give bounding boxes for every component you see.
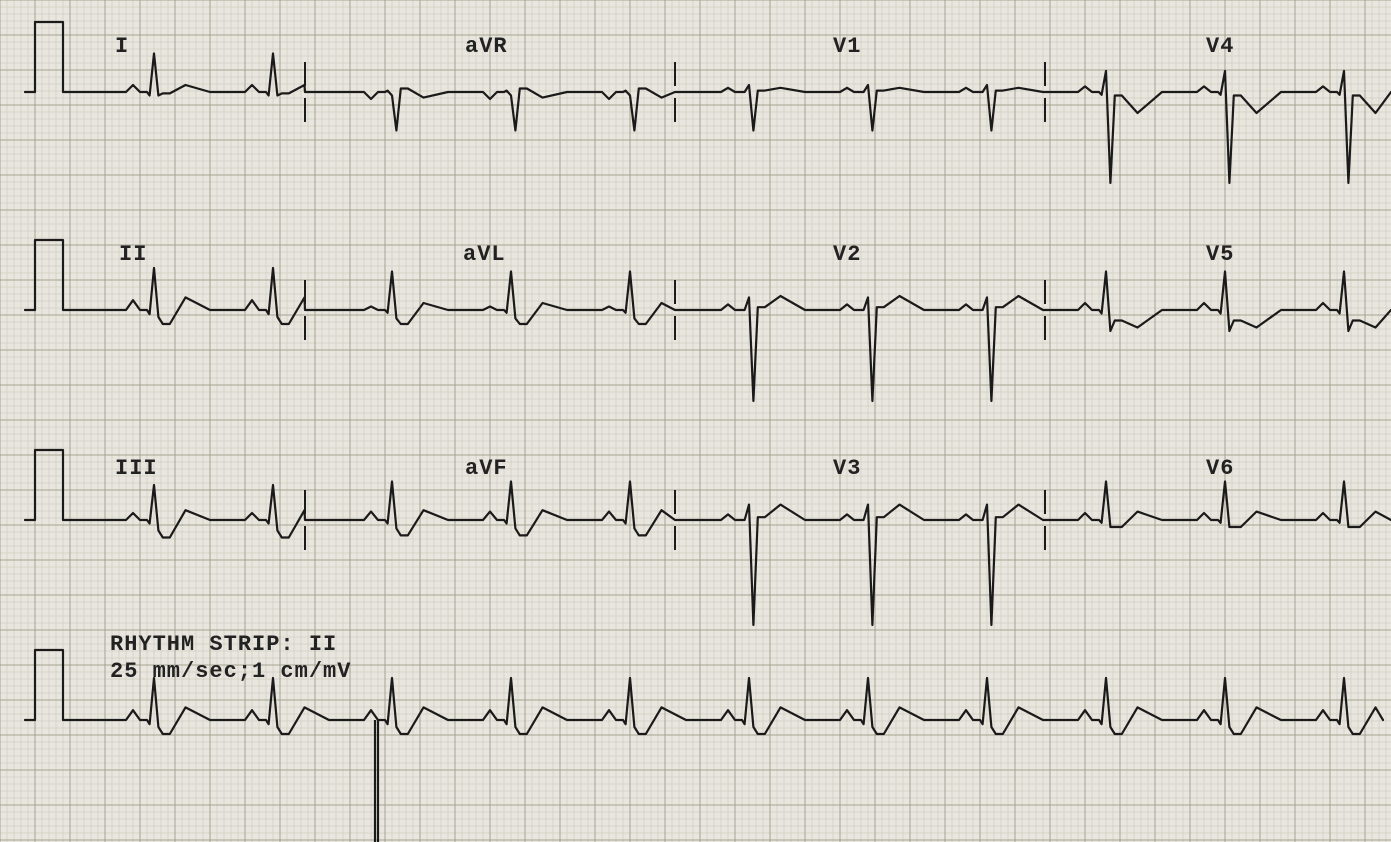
ecg-chart: IIIIIIaVRaVLaVFV1V2V3V4V5V6RHYTHM STRIP:… <box>0 0 1391 842</box>
rhythm-label-1: RHYTHM STRIP: II <box>110 632 337 657</box>
lead-label-V4: V4 <box>1206 34 1234 59</box>
lead-label-V2: V2 <box>833 242 861 267</box>
lead-label-V1: V1 <box>833 34 861 59</box>
lead-label-aVR: aVR <box>465 34 508 59</box>
ecg-svg <box>0 0 1391 842</box>
lead-label-V3: V3 <box>833 456 861 481</box>
lead-label-II: II <box>119 242 147 267</box>
lead-label-I: I <box>115 34 129 59</box>
lead-label-aVL: aVL <box>463 242 506 267</box>
lead-label-V5: V5 <box>1206 242 1234 267</box>
lead-label-III: III <box>115 456 158 481</box>
lead-label-V6: V6 <box>1206 456 1234 481</box>
rhythm-label-2: 25 mm/sec;1 cm/mV <box>110 659 351 684</box>
lead-label-aVF: aVF <box>465 456 508 481</box>
